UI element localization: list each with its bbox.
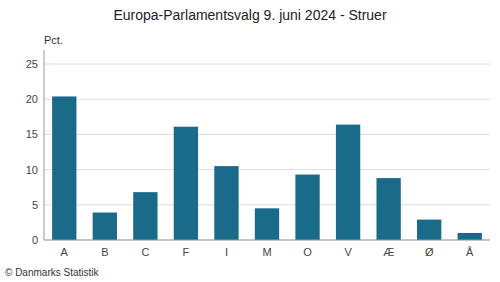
y-tick-label: 5: [32, 199, 38, 211]
x-tick-label: Æ: [383, 246, 394, 258]
chart-svg: Europa-Parlamentsvalg 9. juni 2024 - Str…: [0, 0, 500, 282]
y-axis-label: Pct.: [44, 34, 63, 46]
bar: [255, 208, 279, 240]
x-tick-label: Å: [466, 246, 474, 258]
chart-container: Europa-Parlamentsvalg 9. juni 2024 - Str…: [0, 0, 500, 282]
bar: [174, 127, 198, 240]
x-tick-label: F: [183, 246, 190, 258]
x-tick-label: M: [262, 246, 271, 258]
grid-line: [44, 134, 490, 135]
x-tick-label: A: [61, 246, 69, 258]
x-tick-label: V: [344, 246, 352, 258]
bar: [295, 175, 319, 240]
bar: [417, 220, 441, 240]
grid-line: [44, 240, 490, 241]
y-tick-label: 10: [26, 164, 38, 176]
bar: [52, 96, 76, 240]
x-tick-label: O: [303, 246, 312, 258]
bar: [336, 125, 360, 240]
page: {"chart_data": {"type": "bar", "title": …: [0, 0, 500, 282]
y-tick-label: 0: [32, 234, 38, 246]
y-tick-label: 20: [26, 93, 38, 105]
grid-line: [44, 169, 490, 170]
x-tick-label: B: [101, 246, 108, 258]
bar: [133, 192, 157, 240]
x-tick-label: I: [225, 246, 228, 258]
grid-line: [44, 64, 490, 65]
footer: © Danmarks Statistik: [5, 267, 100, 278]
bar: [458, 233, 482, 240]
y-tick-label: 15: [26, 128, 38, 140]
y-axis-line: [44, 50, 45, 240]
grid: [44, 64, 490, 240]
grid-line: [44, 204, 490, 205]
bars: [52, 96, 482, 240]
x-axis-line: [44, 240, 490, 241]
x-tick-label: C: [141, 246, 149, 258]
x-tick-label: Ø: [425, 246, 434, 258]
y-tick-label: 25: [26, 58, 38, 70]
bar: [93, 213, 117, 240]
bar: [214, 166, 238, 240]
bar: [376, 178, 400, 240]
title: Europa-Parlamentsvalg 9. juni 2024 - Str…: [113, 7, 386, 23]
grid-line: [44, 99, 490, 100]
